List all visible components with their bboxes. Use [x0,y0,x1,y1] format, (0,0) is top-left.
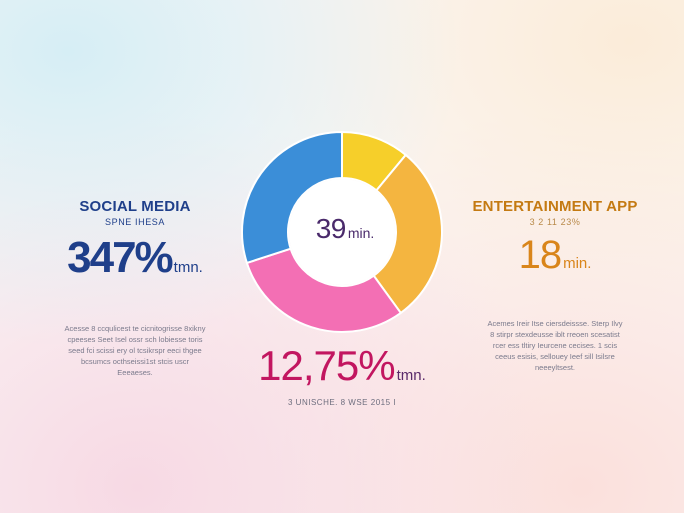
description-line: neeeyltsest. [534,363,576,372]
entertainment-app-title: ENTERTAINMENT APP [472,198,638,215]
description-line: Eeeaeses. [117,368,153,377]
center-unit: min. [347,225,375,241]
donut-slice-4 [241,130,343,265]
description-line: rcer ess tltiry Ieurcene cecises. 1 scis [492,341,618,350]
bottom-stat-value-row: 12,75% tmn. [232,342,452,390]
description-line: Acesse 8 ccqulicest te cicnitogrisse 8xi… [64,324,206,333]
donut-hole [289,179,395,285]
social-media-description: Acesse 8 ccqulicest te cicnitogrisse 8xi… [50,323,220,378]
social-media-subtitle: SPNE IHESA [104,217,166,227]
entertainment-app-unit: min. [563,255,592,272]
bottom-stat-unit: tmn. [396,367,426,384]
social-media-unit: tmn. [173,259,203,276]
donut-slice-3 [245,247,403,333]
description-line: 8 stirpr stexdeusse iblt rreoen scesatis… [490,330,620,339]
bottom-stat-value: 12,75% [258,342,395,389]
entertainment-app-panel: ENTERTAINMENT APP 3 2 11 23% 18 min. Acem… [470,198,640,373]
description-line: seed fci scissi ery ol tcsikrspr eeci th… [68,346,202,355]
donut-chart [241,130,443,333]
description-line: Acemes Ireir Itse ciersdeissse. Sterp Il… [487,319,623,328]
social-media-title: SOCIAL MEDIA [79,198,191,215]
entertainment-app-description: Acemes Ireir Itse ciersdeissse. Sterp Il… [470,318,640,373]
social-media-value: 347% [67,233,174,282]
social-media-panel: SOCIAL MEDIA SPNE IHESA 347% tmn. Acesse … [50,198,220,378]
entertainment-app-value-row: 18 min. [470,233,640,278]
entertainment-app-subtitle: 3 2 11 23% [529,217,581,227]
bottom-stat-caption: 3 UNISCHE. 8 WSE 2015 I [288,398,396,407]
center-value: 39 [315,213,347,244]
social-media-value-row: 347% tmn. [50,233,220,283]
donut-slice-2 [372,153,443,315]
description-line: bcsumcs octhseissi1st stcis uscr [81,357,189,366]
entertainment-app-value: 18 [518,233,562,277]
bottom-stat: 12,75% tmn. 3 UNISCHE. 8 WSE 2015 I [232,342,452,407]
description-line: ceeus esisis, sellouey Ieef sill Isilsre [495,352,615,361]
description-line: cpeeses Seet Isel ossr sch lobiesse tori… [67,335,203,344]
donut-center-label: 39 min. [285,213,405,245]
